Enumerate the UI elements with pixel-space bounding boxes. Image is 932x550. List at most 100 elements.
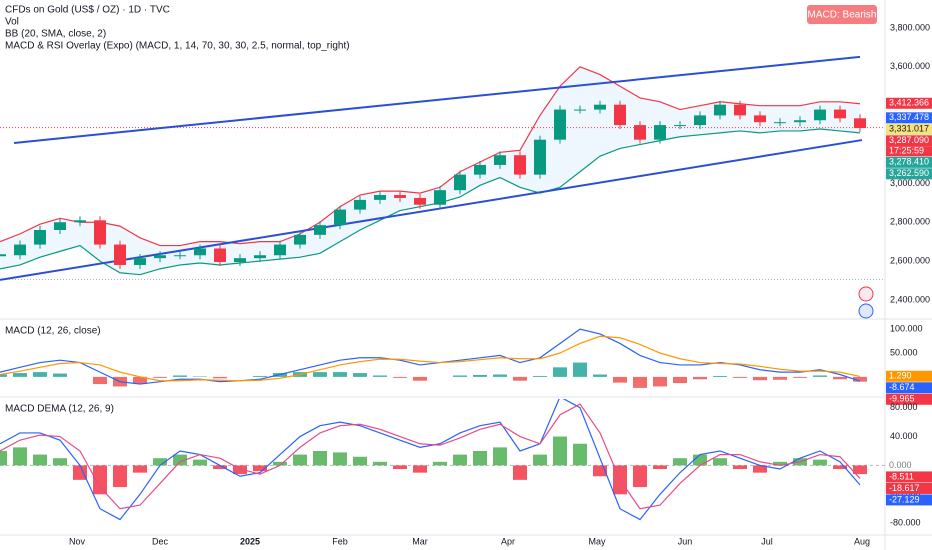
signal-line [0, 403, 861, 510]
candle [414, 197, 426, 205]
candle [194, 248, 206, 256]
candle [514, 155, 526, 175]
countdown: 17:25:59 [889, 146, 924, 156]
price-label-bg [886, 494, 932, 506]
histogram-bar [613, 376, 627, 383]
candle [734, 104, 746, 116]
price-label-bg [886, 156, 932, 168]
y-tick-label: 2,400.000 [890, 294, 930, 304]
histogram-bar [593, 374, 607, 377]
histogram-bar [693, 454, 707, 466]
event-icon[interactable] [858, 286, 874, 302]
histogram-bar [513, 465, 527, 480]
histogram-bar [573, 443, 587, 466]
histogram-bar [313, 450, 327, 466]
histogram-bar [33, 454, 47, 466]
price-label-bg [886, 459, 932, 471]
chart-title: CFDs on Gold (US$ / OZ) · 1D · TVC [5, 5, 170, 16]
histogram-bar [833, 376, 847, 380]
candle [714, 104, 726, 116]
price-label-bg [886, 112, 932, 124]
histogram-bar [713, 375, 727, 377]
histogram-bar [173, 454, 187, 466]
histogram-bar [733, 465, 747, 470]
price-label: -9.965 [889, 394, 915, 404]
y-tick-label: 80.000 [890, 402, 918, 412]
x-tick-label: Dec [152, 536, 169, 546]
histogram-bar [393, 376, 407, 378]
price-label-bg [886, 97, 932, 109]
histogram-bar [273, 461, 287, 466]
histogram-bar [333, 372, 347, 377]
price-label: 0.000 [889, 460, 912, 470]
candle [694, 115, 706, 126]
trend-line [13, 55, 861, 144]
x-tick-label: Apr [501, 536, 515, 546]
candle [374, 195, 386, 200]
candle [774, 122, 786, 124]
y-tick-label: 50.000 [890, 347, 918, 357]
price-label-bg [886, 482, 932, 494]
histogram-bar [353, 373, 367, 377]
candle [754, 115, 766, 123]
histogram-bar [653, 465, 667, 470]
price-label-bg [886, 471, 932, 483]
y-tick-label: 2,800.000 [890, 217, 930, 227]
candle [634, 125, 646, 140]
price-label: 3,278.410 [889, 157, 929, 167]
candle [614, 104, 626, 126]
signal-line [0, 335, 861, 382]
histogram-bar [673, 458, 687, 466]
candle [294, 234, 306, 245]
price-label-bg [886, 370, 932, 382]
pane-title: MACD DEMA (12, 26, 9) [5, 404, 114, 415]
histogram-bar [773, 376, 787, 380]
histogram-bar [553, 367, 567, 377]
histogram-bar [673, 376, 687, 384]
x-tick-label: Feb [332, 536, 348, 546]
histogram-bar [213, 376, 227, 379]
histogram-bar [53, 373, 67, 377]
candle [94, 220, 106, 245]
histogram-bar [153, 458, 167, 466]
price-label: 3,412.366 [889, 98, 929, 108]
histogram-bar [13, 373, 27, 377]
price-label-bg [886, 168, 932, 180]
histogram-bar [0, 374, 7, 377]
pane [0, 328, 867, 388]
countdown-bg [886, 146, 932, 157]
histogram-bar [473, 374, 487, 377]
price-label: 3,287.090 [889, 135, 929, 145]
candle [594, 104, 606, 110]
price-label: -8.511 [889, 471, 914, 481]
histogram-bar [373, 375, 387, 377]
histogram-bar [833, 465, 847, 470]
flag-icon[interactable] [858, 303, 874, 319]
x-tick-label: Mar [412, 536, 428, 546]
candle [254, 255, 266, 259]
histogram-bar [353, 456, 367, 466]
candle [154, 255, 166, 259]
histogram-bar [233, 465, 247, 475]
histogram-bar [753, 465, 767, 473]
histogram-bar [413, 376, 427, 381]
histogram-bar [573, 362, 587, 377]
price-label: 1.290 [889, 371, 912, 381]
price-label-bg [886, 135, 932, 147]
histogram-bar [853, 465, 867, 475]
histogram-bar [413, 465, 427, 473]
candle [554, 109, 566, 140]
candle [854, 118, 866, 129]
y-tick-label: 40.000 [890, 431, 918, 441]
pane [0, 399, 885, 521]
price-label-bg [886, 382, 932, 394]
histogram-bar [533, 454, 547, 466]
histogram-bar [313, 372, 327, 377]
candle [174, 255, 186, 257]
histogram-bar [713, 458, 727, 466]
histogram-bar [753, 376, 767, 381]
histogram-bar [53, 458, 67, 466]
histogram-bar [213, 465, 227, 470]
candle [474, 164, 486, 175]
histogram-bar [193, 459, 207, 466]
